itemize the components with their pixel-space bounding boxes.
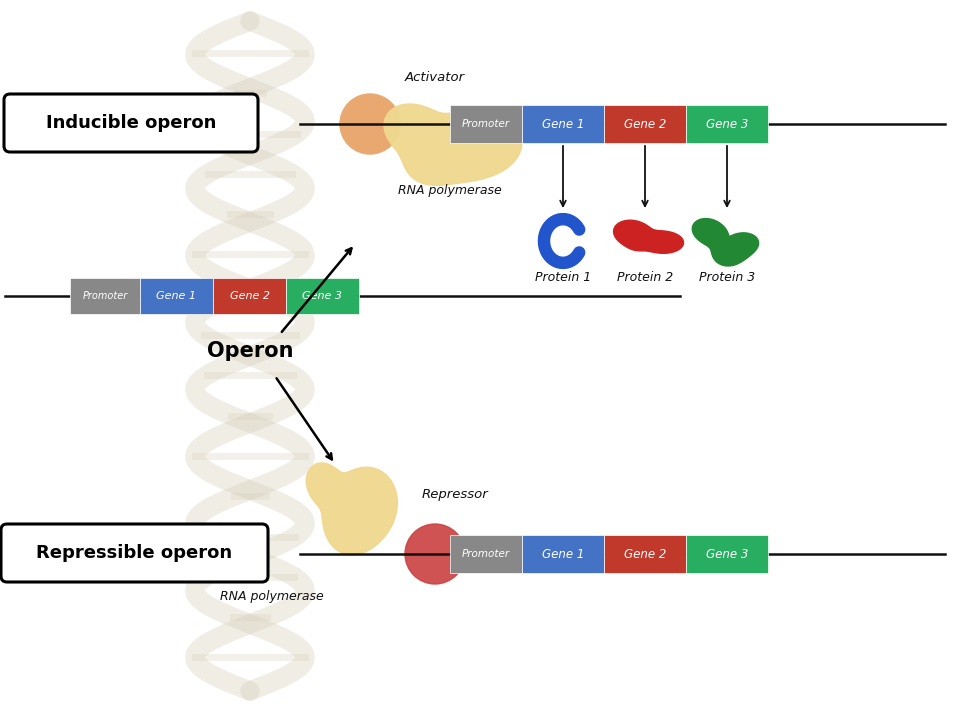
Text: Gene 2: Gene 2 (229, 291, 269, 301)
Text: Operon: Operon (207, 341, 293, 361)
FancyBboxPatch shape (522, 105, 604, 143)
Text: Protein 1: Protein 1 (535, 271, 591, 284)
FancyBboxPatch shape (604, 535, 686, 573)
FancyBboxPatch shape (70, 278, 140, 314)
Text: Promoter: Promoter (82, 291, 128, 301)
Text: Gene 2: Gene 2 (624, 547, 666, 561)
Text: RNA polymerase: RNA polymerase (220, 590, 324, 603)
Text: Repressible operon: Repressible operon (36, 544, 233, 562)
Text: Repressor: Repressor (422, 488, 488, 501)
Polygon shape (692, 219, 759, 266)
Circle shape (405, 524, 465, 584)
FancyBboxPatch shape (522, 535, 604, 573)
Text: Gene 3: Gene 3 (706, 117, 748, 131)
Text: Promoter: Promoter (462, 119, 510, 129)
FancyBboxPatch shape (686, 105, 768, 143)
FancyBboxPatch shape (450, 535, 522, 573)
FancyBboxPatch shape (604, 105, 686, 143)
Polygon shape (306, 463, 398, 555)
FancyBboxPatch shape (140, 278, 213, 314)
Text: RNA polymerase: RNA polymerase (398, 184, 502, 197)
FancyBboxPatch shape (286, 278, 359, 314)
Text: Gene 1: Gene 1 (542, 547, 584, 561)
Text: Gene 2: Gene 2 (624, 117, 666, 131)
FancyBboxPatch shape (1, 524, 268, 582)
Text: Gene 3: Gene 3 (302, 291, 342, 301)
Text: Activator: Activator (405, 71, 465, 84)
FancyBboxPatch shape (450, 105, 522, 143)
Text: Gene 3: Gene 3 (706, 547, 748, 561)
Text: Gene 1: Gene 1 (157, 291, 197, 301)
Circle shape (340, 94, 400, 154)
FancyBboxPatch shape (213, 278, 286, 314)
Polygon shape (613, 220, 683, 253)
Text: Inducible operon: Inducible operon (46, 114, 216, 132)
Text: Promoter: Promoter (462, 549, 510, 559)
FancyBboxPatch shape (686, 535, 768, 573)
Text: Gene 1: Gene 1 (542, 117, 584, 131)
Polygon shape (384, 104, 522, 186)
Text: Protein 3: Protein 3 (699, 271, 755, 284)
Text: Protein 2: Protein 2 (617, 271, 673, 284)
FancyBboxPatch shape (4, 94, 258, 152)
